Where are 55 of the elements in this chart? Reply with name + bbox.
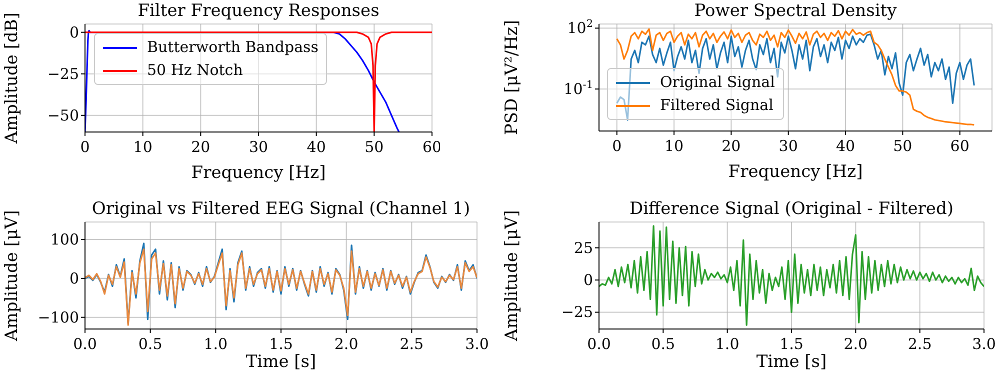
chart-title: Filter Frequency Responses (136, 0, 380, 22)
y-axis-title: Amplitude [dB] (2, 12, 22, 144)
x-tick-label: 2.0 (844, 335, 868, 353)
chart-title: Difference Signal (Original - Filtered) (628, 198, 954, 220)
y-axis-title: Amplitude [μV] (2, 210, 22, 342)
x-tick-label: 10 (664, 137, 684, 155)
x-tick-label: 60 (950, 137, 970, 155)
y-tick-label: 0 (69, 269, 79, 288)
x-tick-label: 0.0 (587, 335, 611, 353)
y-tick-label: 25 (574, 238, 593, 257)
x-tick-label: 2.5 (908, 335, 932, 353)
x-tick-label: 30 (778, 137, 798, 155)
x-tick-label: 1.0 (715, 335, 740, 353)
x-tick-label: 40 (836, 137, 856, 155)
y-tick-label: 0 (69, 23, 79, 42)
x-tick-label: 50 (364, 138, 384, 156)
x-tick-label: 2.5 (400, 335, 424, 353)
x-tick-label: 0.0 (73, 335, 97, 353)
x-tick-label: 1.5 (269, 335, 293, 353)
y-tick-label: −50 (47, 106, 79, 124)
x-axis-title: Time [s] (756, 352, 827, 372)
y-tick-label: −100 (38, 308, 79, 326)
x-axis-title: Frequency [Hz] (191, 163, 326, 183)
y-tick-label: 0 (583, 271, 593, 290)
y-tick-label: −25 (561, 303, 593, 322)
x-tick-label: 30 (248, 138, 268, 156)
y-axis-title: PSD [μV²/Hz] (502, 20, 522, 136)
x-tick-label: 1.5 (780, 335, 804, 353)
x-tick-label: 2.0 (334, 335, 358, 353)
line-series (599, 225, 984, 326)
x-tick-label: 40 (306, 138, 326, 156)
y-tick-label: 10$^{-1}$ (564, 78, 593, 98)
x-tick-label: 0.5 (138, 335, 162, 353)
chart-title: Power Spectral Density (694, 1, 897, 21)
legend-label: Butterworth Bandpass (147, 37, 318, 58)
x-tick-label: 0 (80, 138, 90, 156)
x-tick-label: 0 (612, 137, 622, 155)
x-axis-title: Time [s] (246, 352, 316, 372)
y-tick-label: 10$^{2}$ (567, 18, 593, 38)
legend-label: Original Signal (660, 72, 775, 93)
legend-label: Filtered Signal (660, 95, 774, 116)
y-axis-title: Amplitude [μV] (502, 210, 522, 342)
x-tick-label: 10 (133, 138, 152, 156)
x-tick-label: 3.0 (465, 335, 489, 353)
x-tick-label: 3.0 (972, 335, 996, 353)
chart-title: Original vs Filtered EEG Signal (Channel 1) (92, 199, 470, 219)
x-tick-label: 0.5 (651, 335, 676, 353)
x-axis-title: Frequency [Hz] (728, 162, 863, 182)
x-tick-label: 1.0 (204, 335, 228, 353)
y-tick-label: 100 (50, 230, 79, 249)
x-tick-label: 20 (722, 137, 741, 155)
y-tick-label: −25 (47, 64, 79, 83)
legend-label: 50 Hz Notch (147, 60, 243, 81)
x-tick-label: 50 (893, 137, 912, 155)
x-tick-label: 20 (191, 138, 210, 156)
